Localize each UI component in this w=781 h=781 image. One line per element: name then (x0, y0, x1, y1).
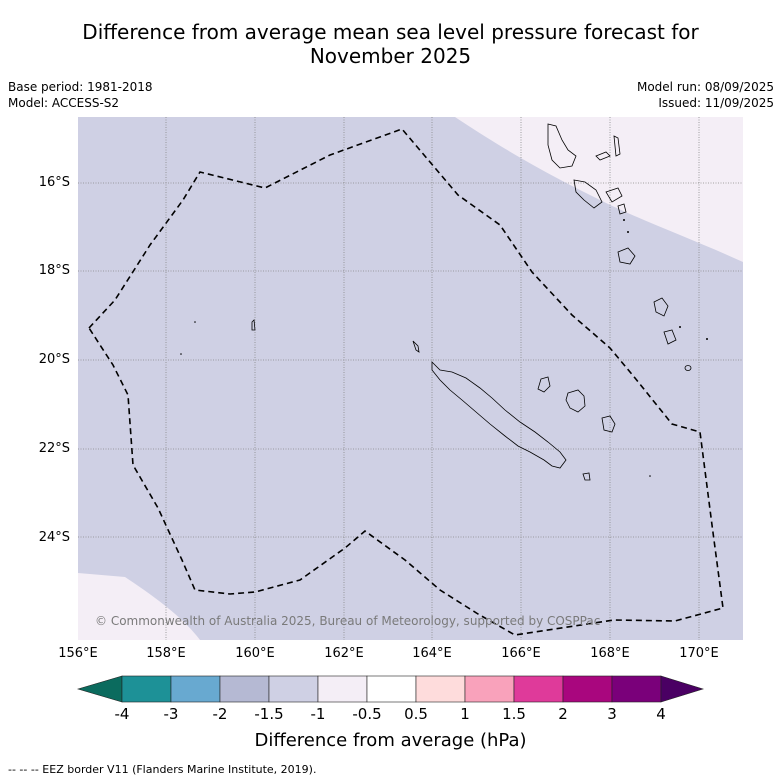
base-period: Base period: 1981-2018 (8, 80, 153, 94)
colorbar-tick-6: -0.5 (352, 705, 382, 723)
model-run: Model run: 08/09/2025 (636, 80, 774, 94)
aneityum-island (684, 365, 692, 371)
lon-label-166e: 166°E (501, 646, 541, 661)
lon-label-170e: 170°E (679, 646, 719, 661)
colorbar-tick-9: 1.5 (502, 705, 526, 723)
espiritu-santo-island (547, 123, 577, 169)
title-line-2: November 2025 (309, 44, 472, 68)
eez-border (87, 128, 724, 636)
new-caledonia-island (431, 361, 567, 469)
colorbar-swatch-4 (268, 675, 319, 703)
belep-islands (412, 340, 420, 353)
title-line-1: Difference from average mean sea level p… (82, 20, 699, 44)
chesterfield-reef (251, 319, 256, 331)
pentecost-island (605, 187, 623, 203)
malakula-island (573, 179, 603, 209)
colorbar-swatch-9 (513, 675, 564, 703)
colorbar-tick-10: 2 (558, 705, 568, 723)
colorbar-swatch-2 (170, 675, 221, 703)
small-island-3 (623, 219, 625, 221)
isle-of-pines (582, 472, 591, 481)
lon-label-164e: 164°E (412, 646, 452, 661)
issued-date: Issued: 11/09/2025 (658, 96, 774, 110)
ambae-island (595, 151, 611, 161)
colorbar-swatch-10 (562, 675, 613, 703)
colorbar-swatch-3 (219, 675, 270, 703)
erromango-island (653, 297, 669, 317)
colorbar-swatch-1 (121, 675, 172, 703)
lon-label-160e: 160°E (235, 646, 275, 661)
anomaly-region-southwest (78, 573, 200, 640)
lon-label-156e: 156°E (58, 646, 98, 661)
copyright-credit: © Commonwealth of Australia 2025, Bureau… (95, 614, 601, 628)
colorbar-tick-4: -1.5 (254, 705, 284, 723)
small-island-4 (627, 231, 629, 233)
lat-label-18s: 18°S (38, 263, 70, 278)
colorbar-swatch-5 (317, 675, 368, 703)
colorbar-swatch-8 (464, 675, 515, 703)
ouvea-island (537, 376, 551, 393)
lon-label-168e: 168°E (590, 646, 630, 661)
lat-label-20s: 20°S (38, 352, 70, 367)
gridlines (78, 117, 743, 640)
colorbar-swatch-11 (611, 675, 662, 703)
maewo-island (613, 135, 621, 157)
colorbar-tick-12: 4 (656, 705, 666, 723)
lat-label-16s: 16°S (38, 175, 70, 190)
mare-island (601, 415, 616, 433)
lat-label-24s: 24°S (38, 530, 70, 545)
eez-legend-note: -- -- -- EEZ border V11 (Flanders Marine… (8, 763, 317, 776)
lon-label-158e: 158°E (146, 646, 186, 661)
epi-islands (617, 203, 627, 215)
colorbar-extend-high (660, 675, 705, 703)
anomaly-region-northeast (455, 117, 743, 262)
small-island-2 (706, 338, 708, 340)
chesterfield-islet-1 (194, 321, 196, 323)
efate-island (617, 247, 636, 265)
tanna-island (663, 329, 677, 345)
lifou-island (565, 389, 586, 413)
colorbar-tick-2: -3 (163, 705, 179, 723)
colorbar-tick-11: 3 (607, 705, 617, 723)
colorbar-extend-low (76, 675, 123, 703)
metadata-left: Base period: 1981-2018 Model: ACCESS-S2 (8, 79, 153, 111)
lon-label-162e: 162°E (324, 646, 364, 661)
colorbar-swatch-7 (415, 675, 466, 703)
colorbar-tick-7: 0.5 (404, 705, 428, 723)
colorbar-label: Difference from average (hPa) (254, 730, 527, 751)
map-title: Difference from average mean sea level p… (0, 20, 781, 68)
model-name: Model: ACCESS-S2 (8, 96, 120, 110)
walpole-island (649, 475, 651, 477)
colorbar-tick-5: -1 (310, 705, 326, 723)
lat-label-22s: 22°S (38, 441, 70, 456)
colorbar-tick-1: -4 (114, 705, 130, 723)
chesterfield-islet-2 (180, 353, 182, 355)
colorbar-swatch-6 (366, 675, 417, 703)
colorbar-tick-8: 1 (460, 705, 470, 723)
metadata-right: Model run: 08/09/2025 Issued: 11/09/2025 (637, 79, 774, 111)
colorbar (76, 675, 705, 703)
colorbar-tick-3: -2 (212, 705, 228, 723)
small-island-1 (679, 326, 681, 328)
